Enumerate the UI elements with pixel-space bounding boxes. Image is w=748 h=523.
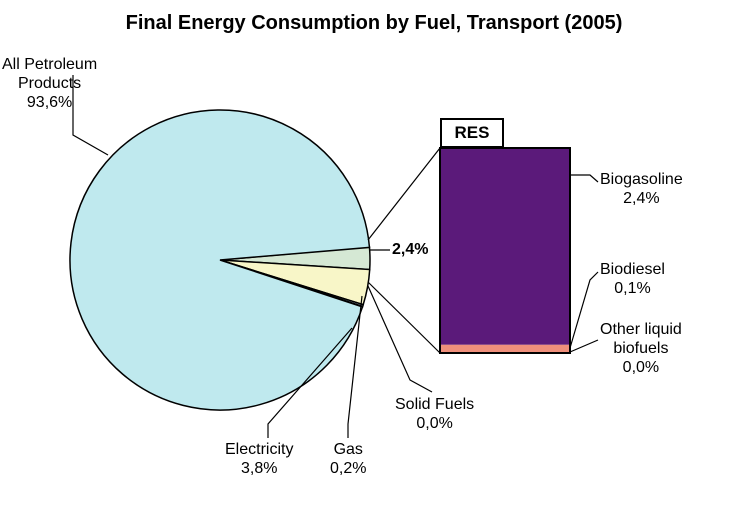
bar-seg-biogasoline [440,148,570,345]
res-top-leader [368,148,440,240]
biogasoline-leader [570,175,598,182]
label-solid: Solid Fuels 0,0% [395,395,474,433]
label-biogasoline: Biogasoline 2,4% [600,170,683,208]
solid-leader [368,286,432,392]
label-biodiesel: Biodiesel 0,1% [600,260,665,298]
biodiesel-leader [570,272,598,348]
other-leader [570,340,598,352]
res-bot-leader [368,282,440,353]
label-other: Other liquid biofuels 0,0% [600,320,682,378]
label-gas: Gas 0,2% [330,440,366,478]
bar-seg-biodiesel [440,345,570,353]
res-title-box: RES [440,118,504,148]
label-electricity: Electricity 3,8% [225,440,293,478]
label-res-callout: 2,4% [392,240,428,259]
label-petroleum: All Petroleum Products 93,6% [2,55,97,113]
